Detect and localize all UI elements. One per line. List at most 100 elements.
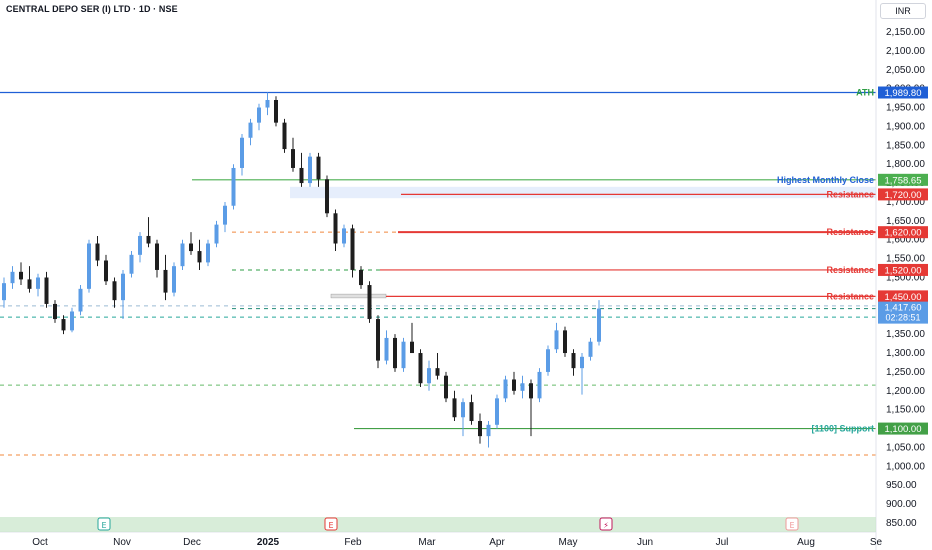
candle-body — [503, 379, 508, 399]
y-tick-label: 2,100.00 — [886, 46, 925, 57]
y-tick-label: 1,500.00 — [886, 273, 925, 284]
candle-body — [529, 383, 533, 399]
candle-body — [512, 379, 516, 391]
candle — [452, 390, 457, 422]
y-tick-label: 1,950.00 — [886, 103, 925, 114]
candle-body — [376, 319, 380, 361]
candle — [197, 239, 202, 270]
candle — [214, 220, 219, 248]
candle-body — [554, 330, 559, 350]
highest-monthly-close-label: Highest Monthly Close — [777, 175, 874, 185]
candle — [87, 239, 91, 293]
candle-body — [580, 356, 584, 369]
candle-body — [146, 235, 151, 244]
candle-body — [469, 402, 474, 422]
candle-body — [418, 353, 423, 384]
candle — [444, 371, 448, 403]
candle-body — [291, 149, 295, 168]
candle-body — [248, 122, 253, 138]
candle — [231, 164, 236, 210]
candle-body — [104, 260, 108, 282]
candle — [189, 232, 193, 255]
candle — [503, 375, 508, 403]
candle — [333, 209, 338, 252]
event-marker — [785, 517, 799, 531]
x-tick-label: 2025 — [257, 537, 280, 548]
candle — [461, 398, 465, 437]
candle-body — [197, 251, 202, 263]
candle-body — [563, 330, 567, 354]
event-marker-icon: E — [328, 521, 333, 530]
candle-body — [571, 353, 576, 369]
candle-body — [342, 228, 346, 244]
candle — [299, 152, 304, 187]
candle — [563, 326, 567, 357]
candle — [223, 201, 227, 233]
candle-body — [359, 269, 363, 286]
candle-body — [325, 179, 329, 214]
candle — [95, 235, 100, 267]
currency-selector[interactable]: INR — [880, 3, 926, 19]
resistance-1620-price-box — [878, 226, 928, 239]
y-tick-label: 2,050.00 — [886, 65, 925, 76]
candle — [121, 269, 125, 320]
candle — [580, 353, 584, 395]
candle-body — [461, 402, 465, 418]
chart-title: CENTRAL DEPO SER (I) LTD · 1D · NSE — [6, 4, 178, 14]
event-marker — [97, 517, 111, 531]
highest-monthly-close-price: 1,758.65 — [885, 175, 922, 186]
resistance-1620-price: 1,620.00 — [885, 228, 922, 239]
resistance-1720-price-box — [878, 188, 928, 201]
ATH-label: ATH — [856, 88, 874, 98]
candle-body — [10, 271, 15, 284]
x-tick-label: Apr — [489, 537, 505, 548]
candle — [70, 307, 74, 333]
candle-body — [410, 341, 414, 354]
candle — [401, 337, 406, 372]
candle-body — [231, 167, 236, 206]
candle-body — [61, 319, 66, 331]
x-tick-label: Dec — [183, 537, 201, 548]
x-tick-label: Mar — [418, 537, 436, 548]
candle-body — [274, 99, 278, 123]
candle — [478, 413, 482, 444]
y-tick-label: 1,600.00 — [886, 235, 925, 246]
candle-body — [435, 368, 440, 376]
event-marker-icon: E — [789, 521, 794, 530]
candle — [597, 300, 601, 346]
resistance-1450-label: Resistance — [826, 291, 874, 301]
y-tick-label: 1,350.00 — [886, 329, 925, 340]
candle — [308, 152, 312, 187]
candle — [342, 224, 346, 248]
candle-body — [189, 243, 193, 252]
event-marker-icon: E — [101, 521, 106, 530]
candle-body — [53, 303, 57, 320]
candle-body — [486, 424, 491, 437]
support-1100-label: [1100] Support — [811, 424, 874, 434]
candle-body — [384, 337, 389, 361]
candle — [435, 353, 440, 380]
candle-body — [350, 228, 355, 270]
candle — [104, 254, 108, 286]
candle-body — [265, 99, 270, 108]
candle-body — [70, 311, 74, 331]
x-tick-label: Jul — [716, 537, 729, 548]
candle — [367, 281, 372, 323]
y-tick-label: 1,850.00 — [886, 140, 925, 151]
candle-body — [44, 277, 49, 304]
y-tick-label: 1,250.00 — [886, 367, 925, 378]
last-price-countdown: 02:28:51 — [885, 313, 920, 323]
candle — [27, 266, 32, 293]
y-tick-label: 1,150.00 — [886, 405, 925, 416]
candle — [529, 379, 533, 437]
highest-monthly-close-price-box — [878, 173, 928, 186]
candle — [146, 217, 151, 248]
candle-body — [95, 243, 100, 261]
candle-body — [597, 308, 601, 342]
candle-body — [308, 156, 312, 184]
candle-body — [223, 205, 227, 225]
candle — [376, 315, 380, 369]
candle — [282, 118, 287, 153]
candle — [554, 322, 559, 354]
